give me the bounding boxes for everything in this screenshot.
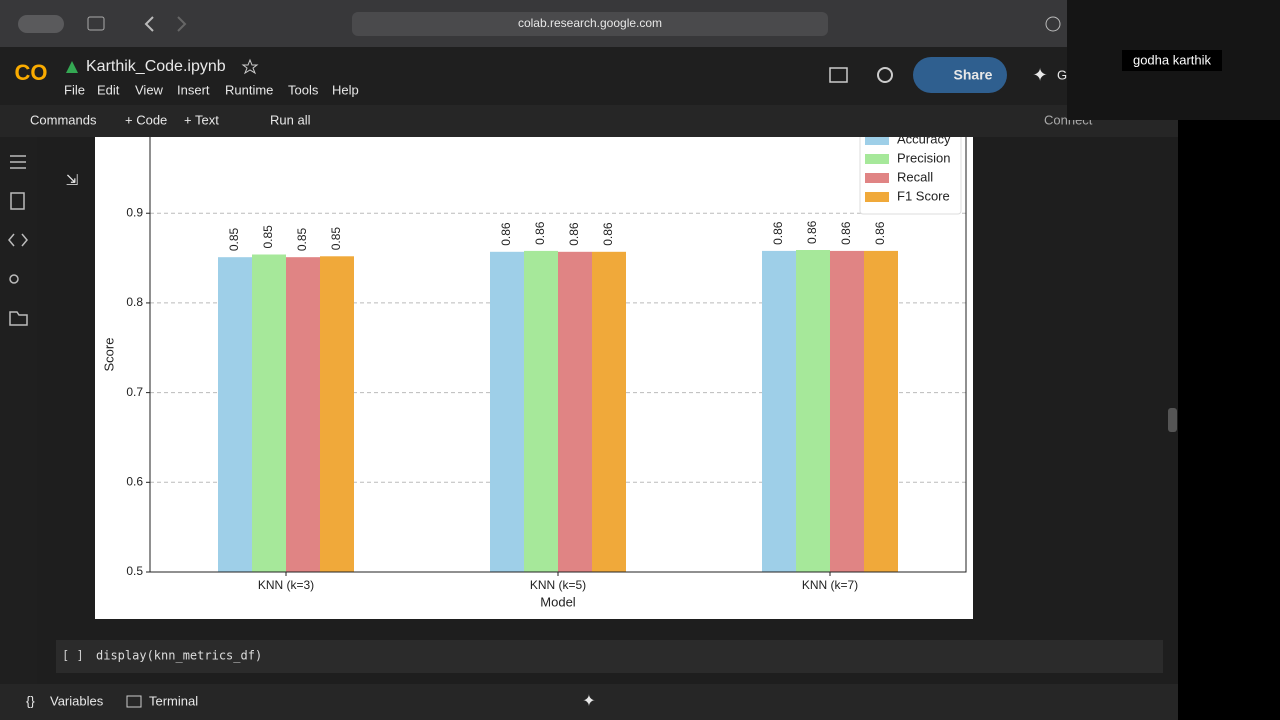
bar: [592, 251, 626, 572]
url: colab.research.google.com: [518, 16, 662, 30]
value-label: 0.86: [873, 221, 887, 245]
back-button[interactable]: [144, 16, 154, 32]
y-axis-label: Score: [101, 338, 116, 372]
settings-icon[interactable]: [877, 67, 893, 83]
x-tick-label: KNN (k=3): [258, 578, 314, 592]
comments-icon[interactable]: [829, 67, 848, 83]
gemini-label[interactable]: G: [1057, 67, 1067, 82]
legend-label: Accuracy: [897, 131, 951, 146]
url-bar[interactable]: [352, 12, 828, 36]
bar: [252, 254, 286, 572]
header: [0, 47, 1280, 105]
menu-item[interactable]: Runtime: [225, 82, 273, 97]
toolbar-button[interactable]: Commands: [30, 112, 97, 127]
toc-icon[interactable]: [10, 155, 26, 169]
bar: [796, 250, 830, 572]
terminal-icon: [126, 695, 142, 708]
menu-item[interactable]: Insert: [177, 82, 210, 97]
snippets-icon[interactable]: [8, 233, 28, 247]
value-label: 0.86: [771, 221, 785, 245]
value-label: 0.86: [839, 221, 853, 245]
bar: [490, 251, 524, 572]
menu-item[interactable]: View: [135, 82, 164, 97]
y-tick-label: 0.5: [126, 564, 143, 578]
toolbar-button[interactable]: + Text: [184, 112, 219, 127]
menu-item[interactable]: File: [64, 82, 85, 97]
bar: [286, 257, 320, 572]
legend-label: Precision: [897, 150, 950, 165]
y-tick-label: 0.8: [126, 295, 143, 309]
bar: [320, 256, 354, 572]
download-icon[interactable]: [1045, 16, 1061, 32]
gemini-footer[interactable]: ✦: [582, 693, 595, 710]
legend-label: Recall: [897, 169, 933, 184]
video-margin: [1178, 120, 1280, 720]
bar: [558, 251, 592, 572]
legend-swatch: [865, 173, 889, 183]
y-tick-label: 0.7: [126, 385, 143, 399]
menu-item[interactable]: Edit: [97, 82, 120, 97]
forward-button[interactable]: [177, 16, 187, 32]
drive-icon: [66, 61, 78, 73]
value-label: 0.85: [295, 228, 309, 252]
value-label: 0.86: [499, 222, 513, 246]
bar: [524, 250, 558, 572]
legend-swatch: [865, 192, 889, 202]
notebook-title[interactable]: Karthik_Code.ipynb: [86, 58, 226, 75]
participant-name: godha karthik: [1133, 52, 1212, 67]
cell-code[interactable]: display(knn_metrics_df): [96, 649, 262, 663]
x-axis-label: Model: [540, 594, 576, 609]
cell-prompt[interactable]: [ ]: [62, 649, 84, 663]
toolbar-button[interactable]: Run all: [270, 112, 311, 127]
legend-label: F1 Score: [897, 188, 950, 203]
footer-button[interactable]: Terminal: [149, 693, 198, 708]
bar: [762, 250, 796, 572]
star-icon[interactable]: [241, 58, 259, 75]
code-cell[interactable]: [56, 640, 1163, 673]
sidebar-icon[interactable]: [87, 16, 105, 31]
bar: [830, 250, 864, 572]
menu-item[interactable]: Tools: [288, 82, 319, 97]
variables-icon: {}: [26, 693, 35, 708]
gemini-star[interactable]: ✦: [1032, 65, 1047, 85]
bar: [218, 257, 252, 572]
legend-swatch: [865, 137, 889, 145]
files-icon[interactable]: [9, 311, 28, 326]
legend-swatch: [865, 154, 889, 164]
share-label: Share: [954, 67, 993, 83]
value-label: 0.86: [533, 221, 547, 245]
secrets-icon[interactable]: [9, 274, 19, 284]
value-label: 0.85: [227, 228, 241, 252]
share-button[interactable]: [913, 57, 1007, 93]
left-sidebar: [0, 137, 37, 684]
x-tick-label: KNN (k=7): [802, 578, 858, 592]
value-label: 0.86: [567, 222, 581, 246]
toolbar-button[interactable]: + Code: [125, 112, 167, 127]
x-tick-label: KNN (k=5): [530, 578, 586, 592]
value-label: 0.86: [601, 222, 615, 246]
scrollbar[interactable]: [1168, 408, 1177, 432]
output-toggle[interactable]: ⇲: [66, 172, 79, 189]
menu-item[interactable]: Help: [332, 82, 359, 97]
participant-tag: [1122, 50, 1222, 71]
logo[interactable]: CO: [15, 60, 48, 85]
footer-button[interactable]: Variables: [50, 693, 104, 708]
value-label: 0.85: [261, 225, 275, 249]
footer: [0, 684, 1280, 720]
profile-pill[interactable]: [18, 15, 64, 33]
value-label: 0.85: [329, 227, 343, 251]
plot-frame: [149, 137, 967, 573]
toolbar: [0, 105, 1280, 137]
bar: [864, 250, 898, 572]
value-label: 0.86: [805, 220, 819, 244]
y-tick-label: 0.6: [126, 474, 143, 488]
find-icon[interactable]: [10, 192, 25, 210]
y-tick-label: 0.9: [126, 205, 143, 219]
